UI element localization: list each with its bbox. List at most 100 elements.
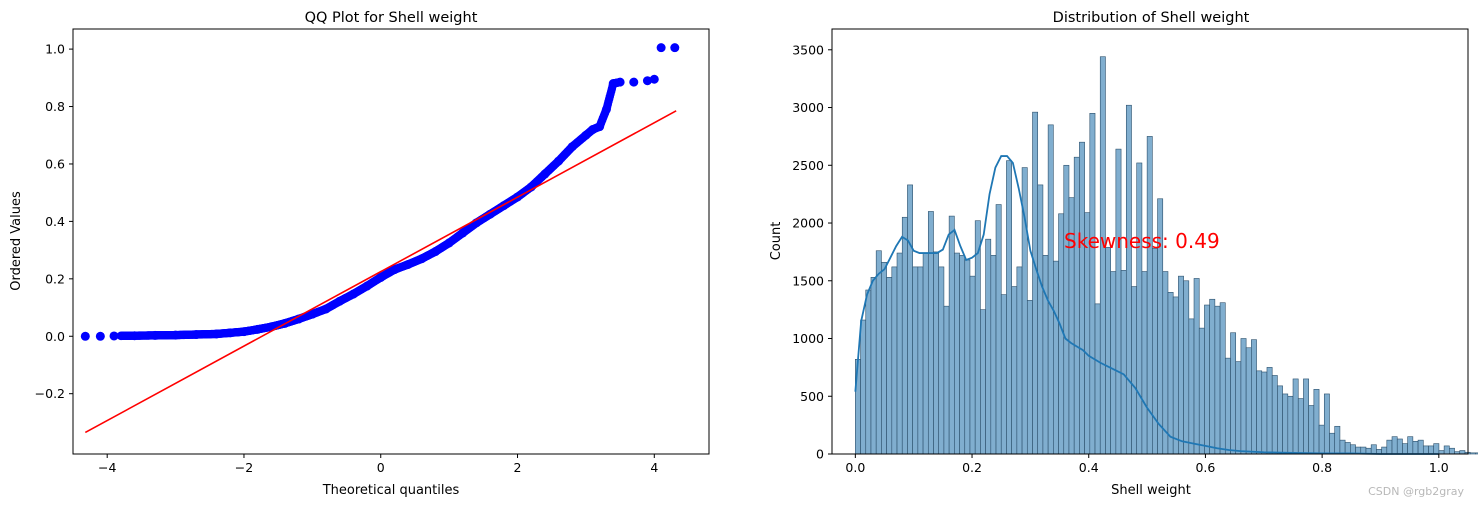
- histogram-bar: [1245, 347, 1252, 455]
- histogram-bar: [1391, 436, 1398, 455]
- histogram-bar: [1313, 389, 1320, 455]
- histogram-x-tick-label: 0.4: [1079, 460, 1099, 475]
- qq-x-axis: −4 −2 0 2 4: [98, 454, 658, 475]
- qq-plot-frame: [72, 28, 710, 455]
- qq-y-tick-label: 0.6: [45, 156, 65, 171]
- histogram-bar: [1188, 318, 1195, 455]
- histogram-frame: [831, 28, 1469, 455]
- histogram-bar: [1079, 141, 1085, 455]
- histogram-bar: [1146, 136, 1153, 455]
- histogram-bar: [933, 251, 940, 455]
- histogram-bar: [948, 215, 955, 455]
- histogram-bar: [1141, 271, 1148, 455]
- histogram-bar: [1428, 445, 1435, 455]
- histogram-bar: [1016, 266, 1023, 455]
- qq-point: [130, 331, 140, 341]
- histogram-y-tick-label: 1000: [792, 331, 824, 346]
- histogram-bar: [907, 184, 913, 455]
- qq-fit-line: [84, 110, 677, 434]
- histogram-bar: [1219, 302, 1226, 455]
- histogram-y-tick-label: 2000: [792, 216, 824, 231]
- histogram-x-axis: 0.0 0.2 0.4 0.6 0.8 1.0: [845, 454, 1449, 475]
- histogram-bar: [1251, 339, 1257, 455]
- qq-point: [321, 304, 331, 314]
- histogram-bar: [1094, 303, 1101, 455]
- qq-point: [642, 76, 652, 86]
- histogram-bar: [1303, 378, 1309, 455]
- histogram-bar: [1198, 327, 1205, 455]
- qq-point: [253, 324, 263, 334]
- qq-y-tick-label: 0.2: [45, 271, 65, 286]
- qq-y-tick-label: 1.0: [45, 42, 65, 57]
- histogram-bar: [1115, 148, 1122, 455]
- histogram-bar: [1172, 296, 1179, 455]
- histogram-bar: [1042, 255, 1049, 455]
- qq-point: [670, 43, 680, 53]
- qq-point: [649, 74, 659, 84]
- qq-point: [212, 329, 222, 339]
- histogram-title: Distribution of Shell weight: [1053, 10, 1250, 26]
- histogram-bar: [1443, 445, 1450, 455]
- histogram-bar: [1412, 440, 1419, 455]
- histogram-y-tick-label: 3500: [792, 42, 824, 57]
- qq-x-tick-label: 2: [514, 460, 522, 475]
- histogram-bar: [1256, 370, 1263, 455]
- histogram-bar: [1105, 246, 1111, 455]
- histogram-bar: [860, 319, 867, 455]
- histogram-bar: [1407, 436, 1414, 455]
- histogram-bar: [875, 250, 882, 455]
- histogram-bar: [1277, 385, 1283, 455]
- histogram-y-tick-label: 500: [800, 389, 824, 404]
- qq-point: [362, 281, 372, 291]
- histogram-bar: [865, 289, 872, 455]
- histogram-bar: [901, 216, 908, 455]
- histogram-x-tick-label: 0.2: [962, 460, 982, 475]
- histogram-bar: [1099, 56, 1106, 455]
- qq-y-tick-label: 0.4: [45, 214, 65, 229]
- histogram-bar: [1204, 304, 1210, 455]
- histogram-bar: [1136, 162, 1143, 455]
- histogram-bar: [1235, 361, 1242, 455]
- histogram-bar: [1271, 375, 1278, 455]
- histogram-bar: [1209, 298, 1216, 455]
- histogram-bar: [1063, 164, 1070, 455]
- histogram-bar: [922, 252, 929, 455]
- histogram-bar: [1266, 367, 1273, 455]
- histogram-bar: [1469, 452, 1476, 455]
- histogram-bar: [1193, 278, 1200, 455]
- histogram-bar: [1282, 393, 1289, 455]
- histogram-bar: [1417, 439, 1424, 455]
- histogram-bar: [1297, 398, 1304, 455]
- qq-point: [307, 309, 317, 319]
- histogram-bar: [1402, 443, 1408, 455]
- qq-point: [403, 259, 413, 269]
- qq-point: [567, 142, 577, 152]
- histogram-y-tick-label: 3000: [792, 100, 824, 115]
- histogram-bar: [1125, 104, 1132, 455]
- histogram-bar: [1287, 395, 1294, 455]
- qq-x-axis-label: Theoretical quantiles: [322, 483, 460, 498]
- histogram-bar: [1214, 305, 1221, 455]
- qq-x-tick-label: 4: [650, 460, 658, 475]
- histogram-bar: [1089, 113, 1096, 455]
- histogram-bar: [969, 275, 976, 455]
- histogram-bar: [1396, 438, 1403, 455]
- histogram-bar: [1037, 184, 1044, 455]
- qq-point: [80, 331, 90, 341]
- histogram-bar: [943, 305, 950, 455]
- histogram-bar: [990, 255, 997, 455]
- histogram-bar: [1292, 378, 1299, 455]
- histogram-bar: [1339, 439, 1346, 455]
- histogram-bar: [1449, 447, 1455, 455]
- histogram-bar: [1422, 445, 1429, 455]
- histogram-bar: [870, 277, 877, 455]
- qq-point: [225, 328, 235, 338]
- histogram-bar: [1131, 286, 1138, 455]
- histogram-bar: [1329, 432, 1336, 455]
- histogram-bar: [1011, 286, 1018, 455]
- histogram-bar: [1167, 292, 1174, 455]
- histogram-bar: [1162, 271, 1169, 455]
- qq-point: [389, 265, 399, 275]
- qq-y-tick-label: −0.2: [35, 386, 65, 401]
